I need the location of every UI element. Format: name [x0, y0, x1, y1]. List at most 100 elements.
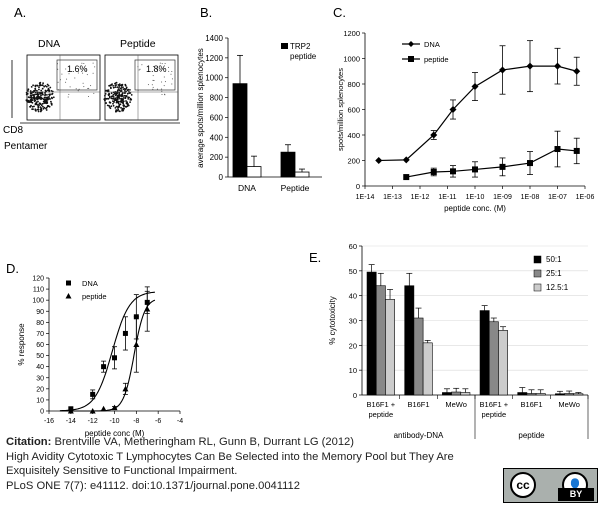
flow-event-dot — [106, 97, 109, 100]
flow-event-dot — [94, 66, 96, 68]
legend-marker — [408, 56, 414, 62]
flow-event-dot — [161, 90, 163, 92]
flow-event-dot — [123, 94, 126, 97]
y-tick-label: 10 — [36, 397, 44, 404]
flow-event-dot — [44, 98, 47, 101]
bar — [280, 151, 296, 178]
flow-event-dot — [50, 90, 53, 92]
y-tick-label: 40 — [36, 364, 44, 371]
flow-event-dot — [51, 93, 53, 96]
flow-event-dot — [43, 96, 46, 99]
flow-event-dot — [120, 99, 123, 102]
flow-event-dot — [151, 84, 153, 86]
legend-marker — [66, 280, 71, 286]
data-point — [449, 106, 457, 113]
flow-event-dot — [40, 94, 42, 97]
y-tick-label: 1200 — [205, 54, 223, 63]
panel-b-chart: 0 200 400 600 800 1000 1200 1400 DNA Peptide TRP2p… — [196, 34, 322, 193]
cc-by-label: BY — [558, 488, 594, 501]
flow-event-dot — [74, 77, 76, 79]
flow-event-dot — [27, 96, 30, 99]
flow-event-dot — [27, 90, 29, 92]
gate-percent-dna: 1.6% — [67, 64, 88, 74]
flow-event-dot — [35, 96, 38, 99]
flow-event-dot — [37, 108, 40, 111]
flow-event-dot — [129, 89, 131, 91]
flow-event-dot — [44, 93, 47, 96]
flow-event-dot — [26, 99, 29, 102]
x-tick-label: -16 — [44, 418, 54, 425]
y-tick-label: 1000 — [205, 74, 223, 83]
flow-event-dot — [109, 102, 111, 104]
flow-event-dot — [104, 93, 107, 95]
citation-label: Citation: — [6, 436, 52, 448]
flow-event-dot — [33, 97, 35, 100]
flow-event-dot — [88, 87, 90, 89]
flow-event-dot — [31, 101, 34, 104]
flow-event-dot — [40, 89, 43, 92]
x-category-label: B16F1 — [520, 400, 542, 409]
y-tick-label: 50 — [349, 267, 357, 276]
legend-label: peptide — [82, 292, 107, 301]
data-point — [499, 66, 506, 74]
flow-event-dot — [110, 105, 113, 108]
flow-event-dot — [129, 92, 132, 94]
y-tick-label: 20 — [36, 386, 44, 393]
flow-event-dot — [46, 105, 49, 107]
flow-event-dot — [171, 78, 173, 80]
y-tick-label: 400 — [210, 133, 224, 142]
flow-event-dot — [112, 86, 115, 89]
flow-event-dot — [114, 94, 117, 97]
panel-d-chart: 0 10 20 30 40 50 60 70 80 90 100 110 120 -16 -14 -12 -10… — [17, 276, 183, 439]
flow-event-dot — [69, 86, 71, 88]
flow-event-dot — [71, 71, 73, 72]
flow-event-dot — [27, 88, 30, 91]
y-tick-label: 0 — [40, 409, 44, 416]
flow-event-dot — [163, 76, 165, 78]
x-tick-label: 1E-10 — [466, 194, 485, 201]
flow-x-marker: Pentamer — [4, 141, 48, 152]
y-tick-label: 10 — [349, 366, 357, 375]
flow-event-dot — [112, 84, 114, 87]
flow-event-dot — [111, 97, 114, 100]
panel-c-chart: 0 200 400 600 800 1000 1200 1E-14 1E-13 1E-12 1E-1… — [336, 29, 594, 213]
flow-event-dot — [37, 94, 39, 96]
bar — [375, 285, 386, 396]
flow-event-dot — [116, 101, 119, 104]
data-point — [375, 157, 383, 164]
data-point — [101, 364, 107, 370]
flow-event-dot — [156, 69, 158, 70]
bar — [413, 317, 424, 396]
flow-event-dot — [121, 84, 124, 87]
fit-curve-dna — [59, 291, 155, 412]
data-point — [89, 408, 96, 414]
flow-event-dot — [162, 68, 164, 70]
flow-event-dot — [30, 104, 32, 107]
flow-event-dot — [41, 91, 44, 94]
flow-event-dot — [39, 108, 42, 111]
y-axis-label: average spots/million splenocytes — [196, 48, 205, 168]
flow-event-dot — [161, 88, 163, 90]
flow-event-dot — [112, 104, 115, 107]
y-tick-label: 20 — [349, 341, 357, 350]
data-point — [90, 391, 96, 397]
flow-event-dot — [107, 97, 110, 100]
legend-swatch — [533, 269, 542, 278]
data-point — [450, 168, 456, 175]
flow-event-dot — [105, 89, 107, 92]
panel-letter-d: D. — [6, 261, 19, 276]
x-tick-label: 1E-06 — [576, 194, 595, 201]
flow-event-dot — [42, 82, 44, 85]
flow-event-dot — [129, 101, 132, 103]
flow-event-dot — [29, 94, 32, 97]
y-tick-label: 80 — [36, 320, 44, 327]
bar — [535, 393, 546, 396]
y-axis-label: % response — [17, 323, 26, 366]
flow-event-dot — [39, 92, 42, 95]
panel-letter-c: C. — [333, 5, 346, 20]
flow-event-dot — [49, 93, 51, 96]
flow-event-dot — [45, 96, 47, 99]
panel-letter-e: E. — [309, 250, 321, 265]
flow-event-dot — [153, 80, 155, 81]
